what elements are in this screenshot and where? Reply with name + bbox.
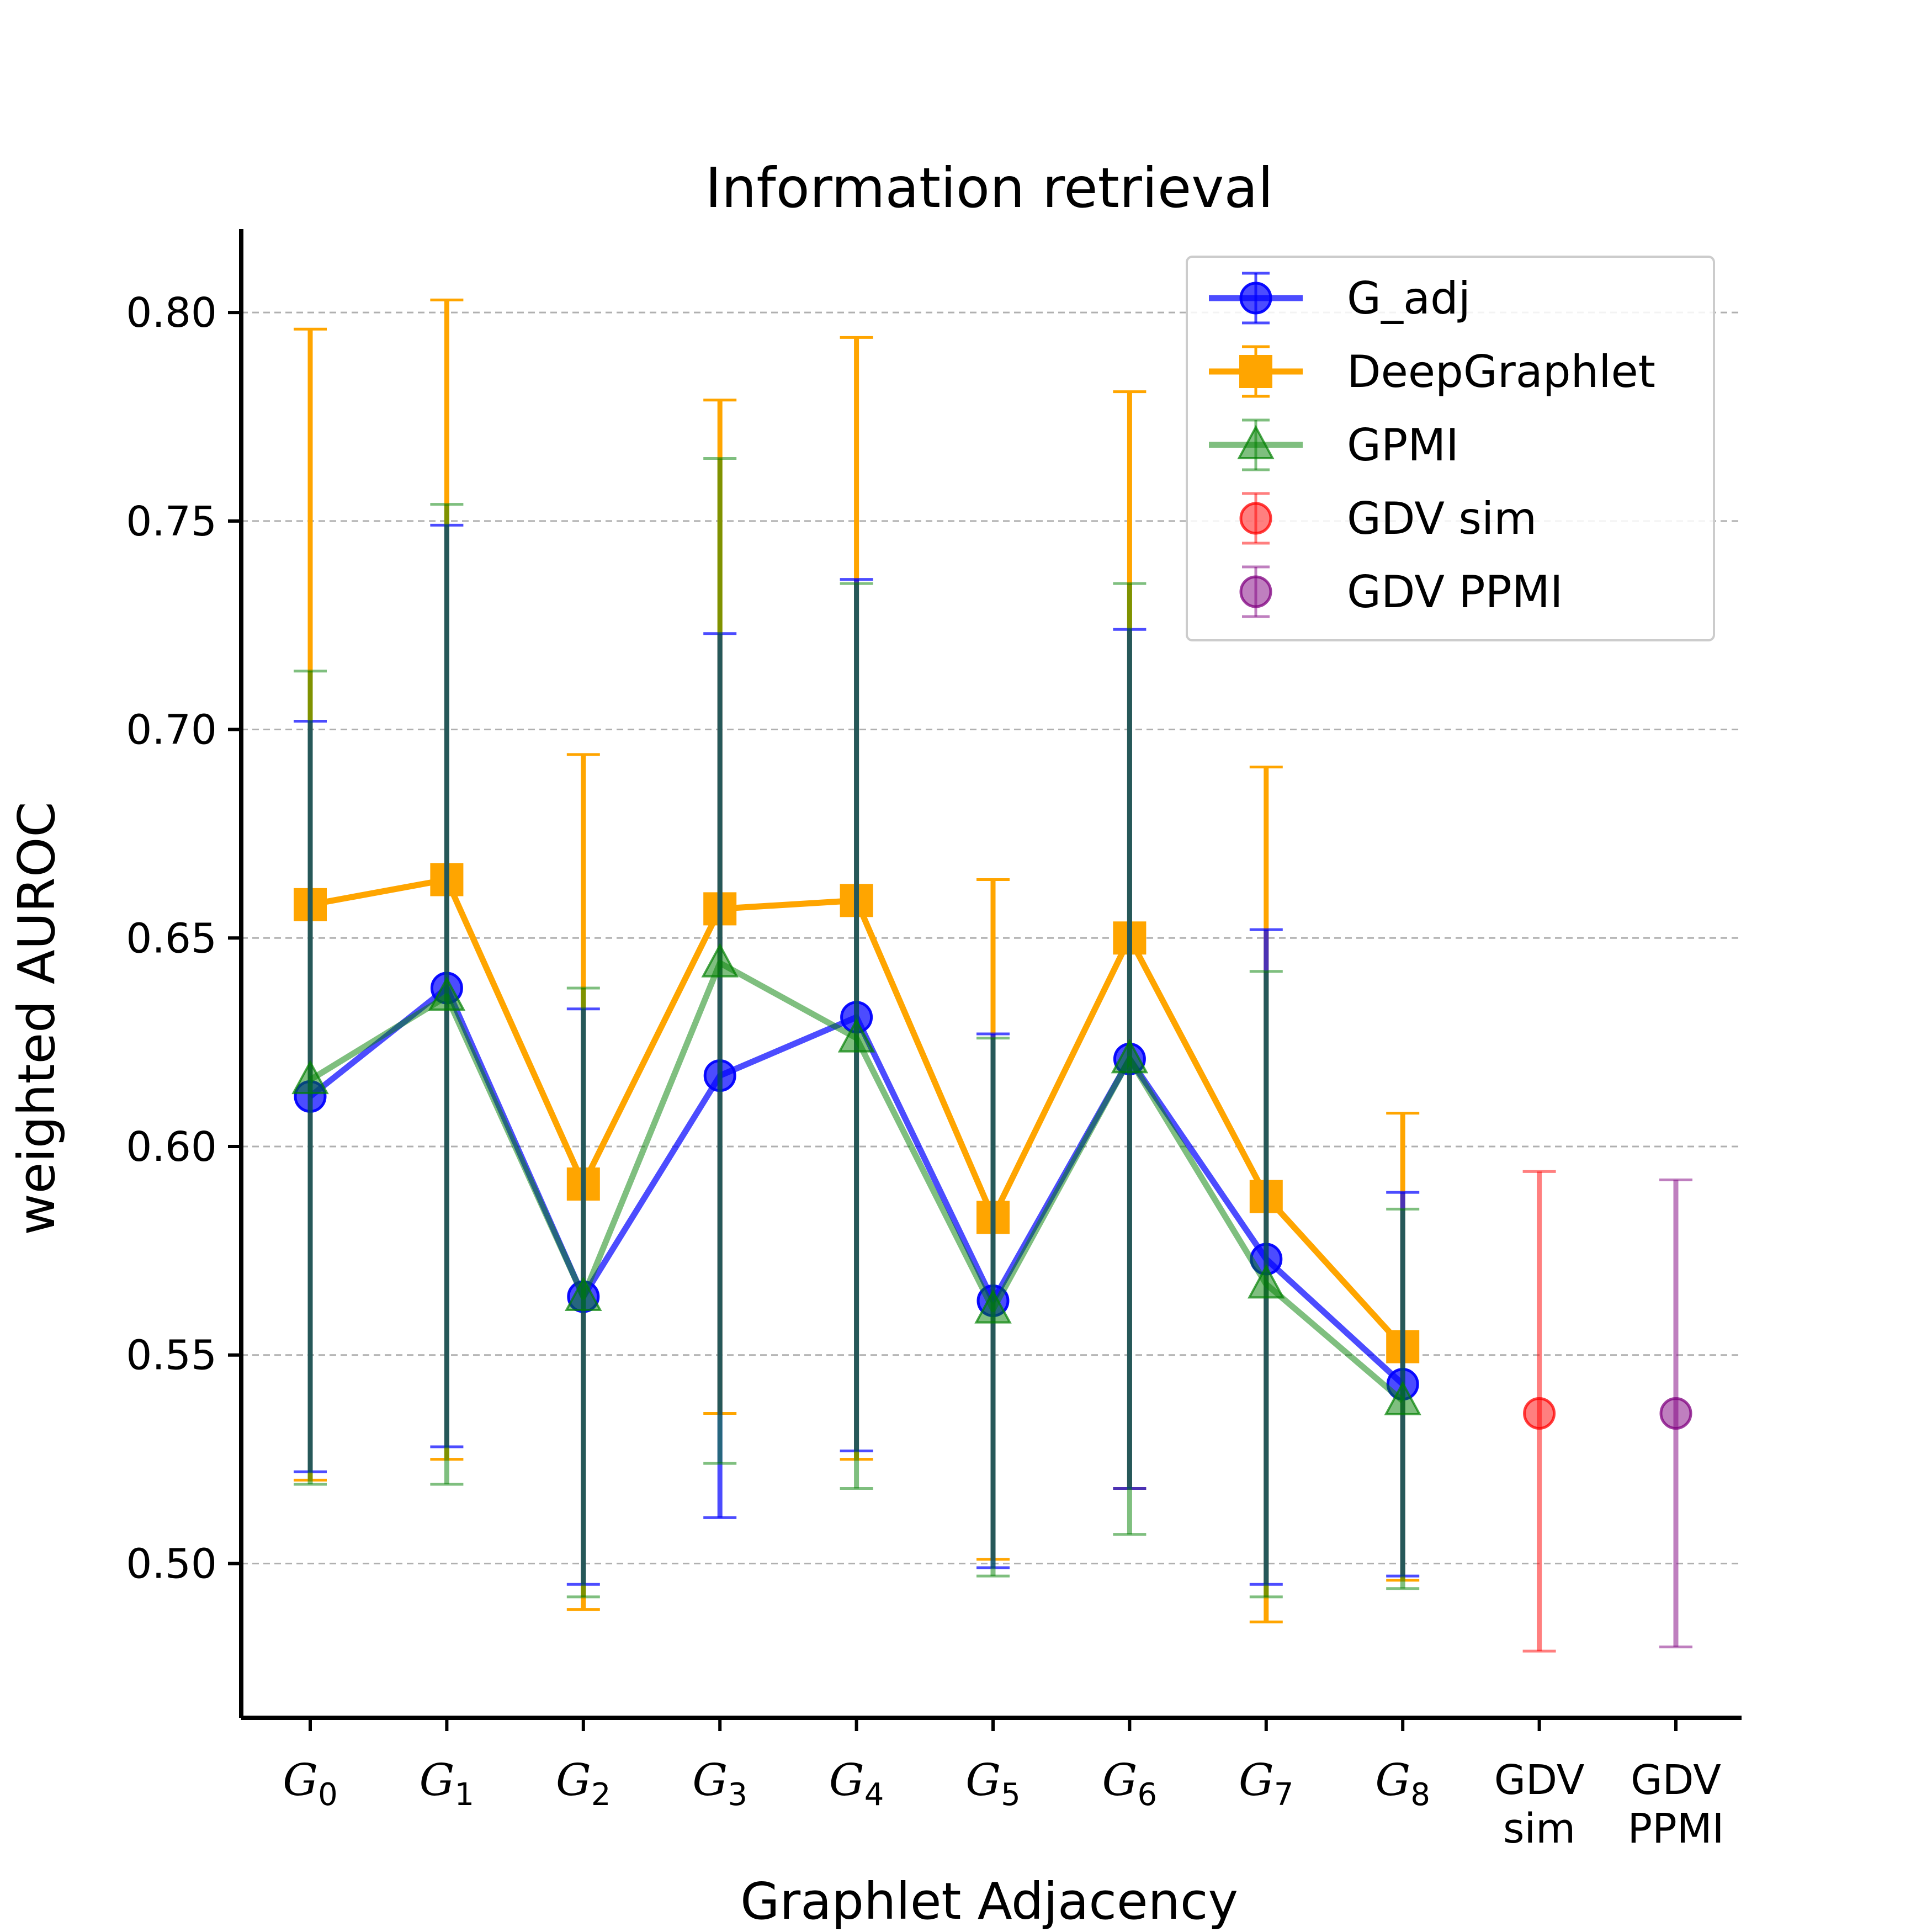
x-tick-label-base: G (965, 1754, 1001, 1806)
x-tick-label-sub: 5 (1001, 1777, 1021, 1813)
x-tick-label: G3 (692, 1754, 747, 1813)
legend-entry: GDV sim (1239, 492, 1537, 545)
data-point (291, 1059, 329, 1095)
legend-label: DeepGraphlet (1347, 346, 1655, 397)
data-point (1248, 1264, 1285, 1299)
x-tick-label-sub: 1 (455, 1777, 475, 1813)
x-tick-label-base: G (1239, 1754, 1274, 1806)
y-tick-label: 0.75 (126, 498, 217, 545)
legend-entry: DeepGraphlet (1209, 345, 1655, 398)
y-axis-label: weighted AUROC (7, 802, 66, 1235)
x-tick-label: G7 (1239, 1754, 1294, 1813)
x-tick-label: G6 (1102, 1754, 1158, 1813)
x-tick-label: G5 (965, 1754, 1021, 1813)
x-tick-label: G8 (1375, 1754, 1430, 1813)
x-tick-label-base: G (1102, 1754, 1138, 1806)
x-tick-label-line1: GDV (1631, 1756, 1721, 1804)
x-tick-label-base: G (556, 1754, 591, 1806)
x-tick-label-base: G (283, 1754, 318, 1806)
data-point (974, 1289, 1012, 1324)
x-tick-label-sub: 3 (728, 1777, 747, 1813)
x-axis-label: Graphlet Adjacency (740, 1872, 1238, 1931)
legend-marker (1239, 282, 1272, 315)
x-tick-label-base: G (1375, 1754, 1410, 1806)
y-tick-label: 0.70 (126, 707, 217, 754)
x-tick-label-base: G (829, 1754, 864, 1806)
axes (228, 229, 1742, 1731)
y-tick-label: 0.65 (126, 915, 217, 962)
x-tick-label-line2: sim (1503, 1805, 1575, 1853)
x-tick-label: G2 (556, 1754, 611, 1813)
y-tick-label: 0.55 (126, 1332, 217, 1379)
legend-label: GDV PPMI (1347, 566, 1563, 618)
legend-marker (1239, 575, 1272, 608)
legend-marker (1237, 424, 1275, 459)
legend-label: GPMI (1347, 420, 1459, 471)
x-tick-label-sub: 2 (591, 1777, 611, 1813)
legend-entry: GPMI (1209, 418, 1459, 471)
legend-entry: GDV PPMI (1239, 565, 1563, 618)
y-tick-label: 0.80 (126, 289, 217, 337)
data-point (428, 976, 466, 1011)
y-tick-label: 0.50 (126, 1540, 217, 1588)
series-layer (291, 298, 1692, 1653)
legend: G_adj DeepGraphlet GPMI GDV sim GDV PPMI (1186, 256, 1715, 641)
x-tick-label: G1 (420, 1754, 475, 1813)
chart-title: Information retrieval (705, 156, 1273, 220)
x-tick-label-sub: 0 (318, 1777, 338, 1813)
data-point (1659, 1397, 1692, 1430)
x-tick-label-line1: GDV (1494, 1756, 1585, 1804)
series-gdv-sim (1522, 1170, 1556, 1653)
x-tick-label: G4 (829, 1754, 884, 1813)
data-point (1523, 1397, 1556, 1430)
series-gpmi (291, 457, 1421, 1599)
data-point (565, 1276, 602, 1311)
x-tick-label-sub: 8 (1410, 1777, 1430, 1813)
legend-label: GDV sim (1347, 493, 1537, 544)
legend-label: G_adj (1347, 273, 1471, 324)
legend-box (1186, 256, 1715, 641)
legend-marker (1239, 502, 1272, 535)
data-point (1384, 1381, 1421, 1415)
x-tick-label-base: G (692, 1754, 728, 1806)
y-tick-label: 0.60 (126, 1123, 217, 1171)
x-tick-label: G0 (283, 1754, 338, 1813)
series-gdv-ppmi (1659, 1178, 1692, 1649)
x-tick-label-line2: PPMI (1628, 1805, 1724, 1853)
x-tick-label-sub: 4 (864, 1777, 884, 1813)
legend-marker (1239, 355, 1272, 388)
data-point (701, 943, 739, 978)
x-tick-label-sub: 7 (1274, 1777, 1294, 1813)
legend-entry: G_adj (1209, 272, 1471, 325)
x-tick-label-sub: 6 (1138, 1777, 1158, 1813)
data-point (837, 1018, 875, 1053)
data-point (1111, 1039, 1149, 1074)
x-tick-label-base: G (420, 1754, 455, 1806)
